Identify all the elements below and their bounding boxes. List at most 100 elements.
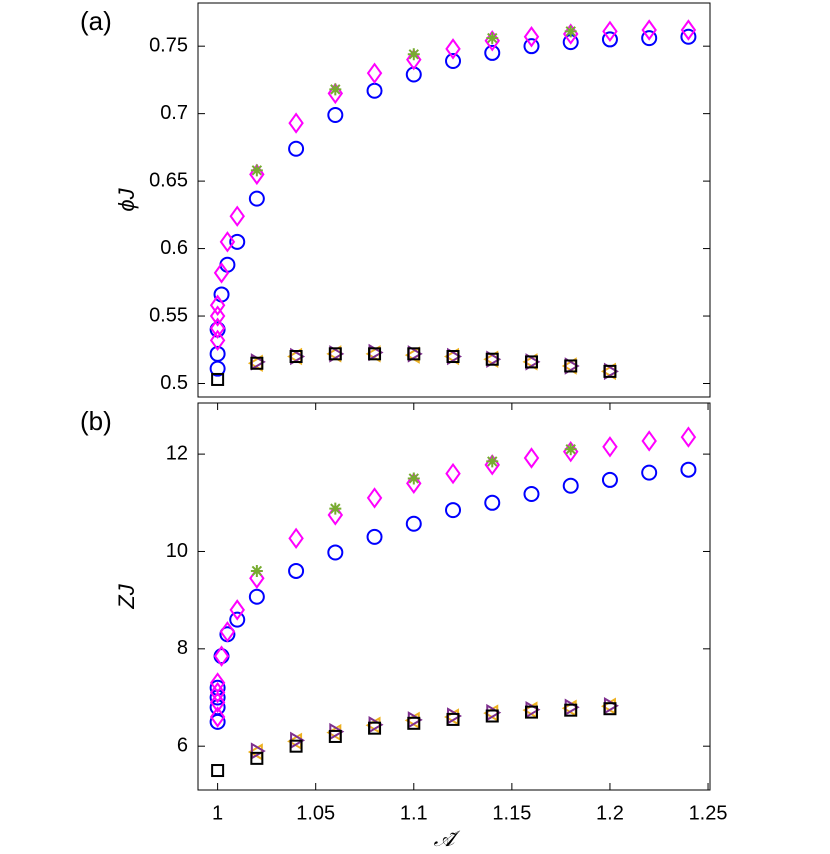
marker (407, 716, 421, 730)
marker (209, 706, 226, 728)
marker (601, 471, 618, 488)
marker (602, 436, 618, 458)
marker (209, 345, 226, 362)
y-tick-label: 10 (166, 540, 188, 562)
marker (524, 355, 538, 369)
marker (641, 19, 657, 41)
panel-label: (b) (80, 406, 112, 436)
y-tick-label: 0.65 (149, 169, 188, 191)
x-axis-label: 𝒜̃ (434, 826, 461, 851)
marker (250, 164, 263, 177)
marker (407, 347, 421, 361)
marker (327, 544, 344, 561)
marker (229, 599, 245, 621)
x-tick-label: 1.1 (400, 802, 428, 824)
marker (329, 83, 342, 96)
y-tick-label: 0.6 (160, 237, 188, 259)
y-tick-label: 0.7 (160, 102, 188, 124)
marker (564, 25, 577, 38)
marker (211, 764, 225, 778)
marker (564, 443, 577, 456)
marker (446, 350, 460, 364)
marker (680, 28, 697, 45)
marker (486, 32, 499, 45)
marker (523, 486, 540, 503)
marker (209, 294, 226, 316)
marker (209, 691, 226, 714)
marker (445, 502, 462, 519)
y-tick-label: 8 (177, 637, 188, 659)
marker (209, 681, 226, 704)
x-tick-label: 1.15 (492, 802, 531, 824)
y-axis-label: ZJ (114, 583, 139, 609)
marker (524, 705, 538, 719)
marker (289, 739, 303, 753)
marker (641, 464, 658, 481)
marker (211, 372, 225, 386)
panel-label: (a) (80, 6, 112, 36)
marker (486, 455, 499, 468)
marker (288, 562, 305, 579)
marker (219, 231, 236, 253)
marker (209, 305, 226, 327)
marker (564, 359, 578, 373)
marker (523, 26, 540, 48)
marker (250, 564, 263, 577)
marker (407, 48, 420, 61)
marker (366, 487, 383, 509)
marker (641, 30, 658, 47)
marker (327, 82, 344, 105)
marker (484, 44, 501, 61)
marker (209, 329, 226, 352)
marker (445, 53, 462, 70)
marker (229, 205, 245, 227)
plot-frame (197, 2, 711, 398)
marker (219, 621, 236, 643)
x-tick-label: 1.05 (296, 802, 335, 824)
marker (445, 38, 461, 60)
marker (249, 163, 265, 186)
marker (229, 611, 246, 628)
marker (564, 703, 578, 717)
x-tick-label: 1.2 (596, 802, 624, 824)
marker (213, 262, 230, 284)
marker (288, 527, 304, 550)
plot-frame (197, 402, 711, 791)
marker (523, 447, 540, 469)
x-tick-label: 1 (212, 802, 223, 824)
marker (523, 38, 540, 55)
y-tick-label: 12 (166, 442, 188, 464)
y-tick-label: 0.75 (149, 34, 188, 56)
marker (485, 352, 499, 366)
y-tick-label: 6 (177, 734, 188, 756)
marker (680, 19, 697, 41)
marker (288, 140, 305, 157)
marker (250, 356, 264, 370)
marker (641, 430, 657, 452)
marker (603, 364, 617, 378)
marker (405, 515, 422, 532)
marker (601, 31, 618, 48)
marker (680, 461, 697, 478)
marker (407, 472, 420, 485)
marker (603, 702, 617, 716)
marker (213, 286, 230, 303)
marker (406, 472, 422, 495)
marker (368, 347, 382, 361)
marker (366, 62, 383, 84)
marker (366, 82, 383, 99)
marker (229, 233, 246, 250)
marker (562, 477, 579, 494)
marker (288, 112, 304, 134)
marker (368, 721, 382, 735)
y-tick-label: 0.55 (149, 304, 188, 326)
marker (485, 709, 499, 723)
marker (328, 347, 342, 361)
y-axis-label: ϕJ (114, 187, 139, 211)
marker (366, 528, 383, 545)
marker (248, 190, 265, 207)
marker (213, 648, 230, 665)
marker (289, 350, 303, 364)
marker (406, 48, 422, 71)
